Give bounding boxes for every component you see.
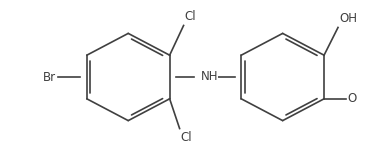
Text: Cl: Cl (184, 11, 196, 24)
Text: NH: NH (201, 69, 218, 82)
Text: Cl: Cl (181, 131, 192, 144)
Text: Br: Br (43, 71, 56, 84)
Text: O: O (347, 92, 356, 105)
Text: OH: OH (339, 12, 357, 25)
